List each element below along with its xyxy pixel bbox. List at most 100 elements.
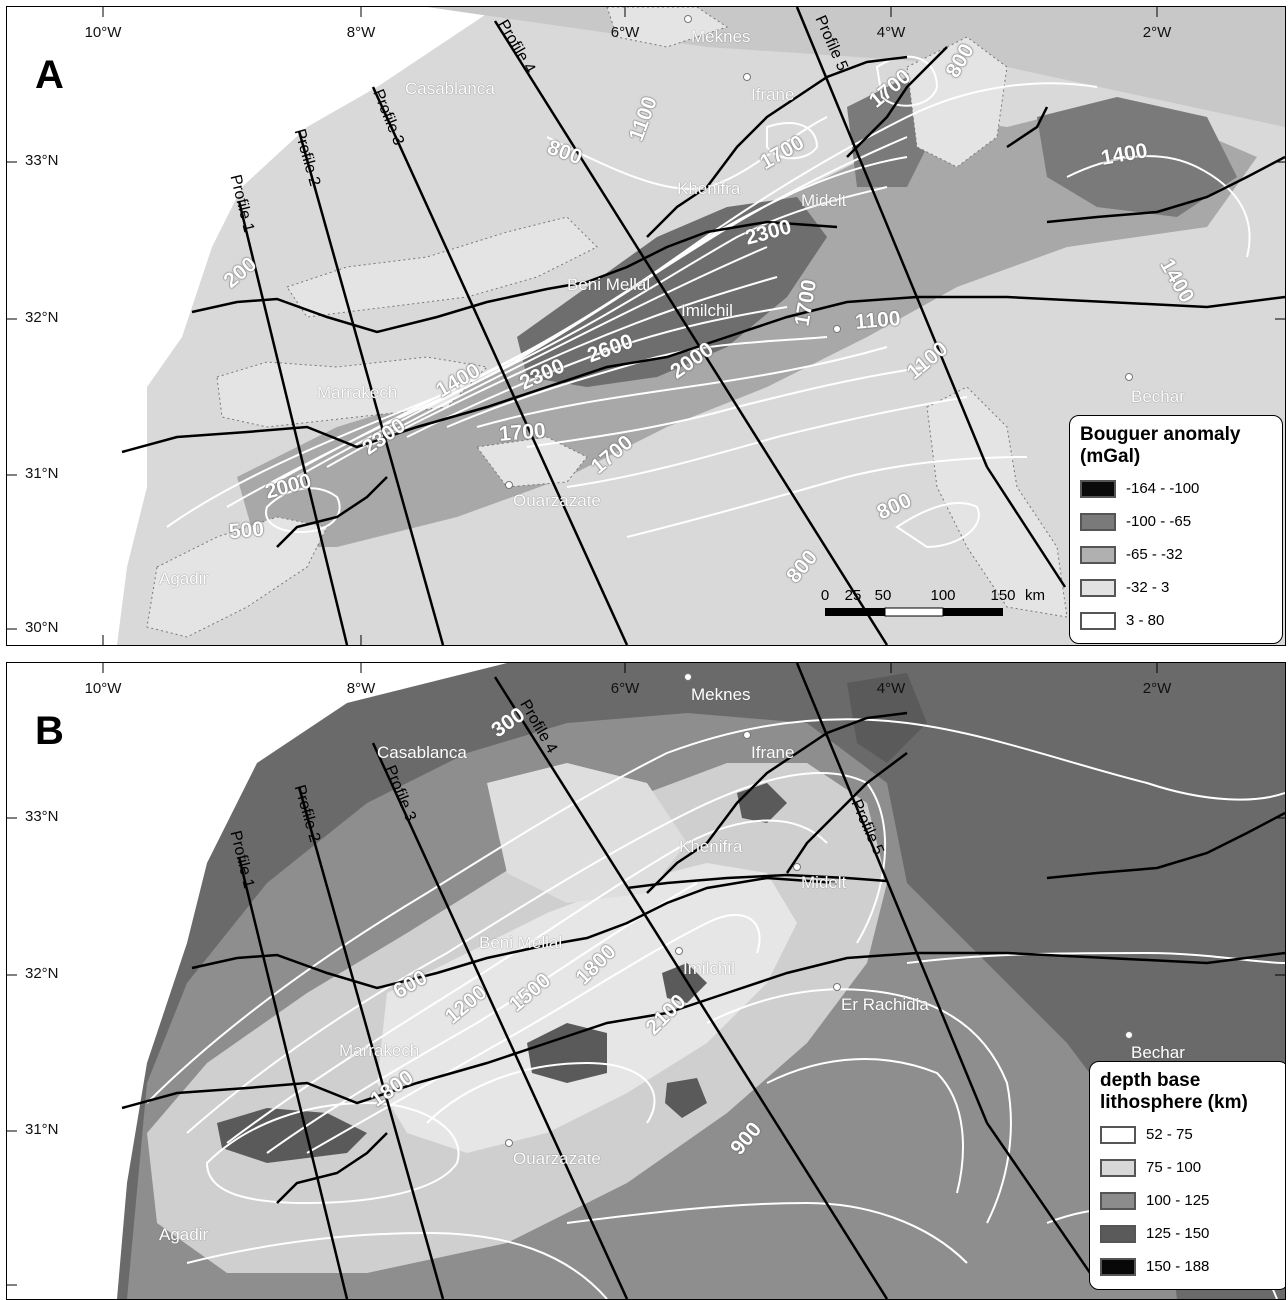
legend-label: 3 - 80 (1126, 612, 1165, 629)
scale-bar-graphic (825, 607, 1003, 617)
city-label-imilchil: Imilchil (683, 959, 735, 978)
city-label-imilchil: Imilchil (681, 301, 733, 320)
legend-row: -100 - -65 (1080, 505, 1272, 538)
lat-label-32n: 32°N (25, 309, 59, 326)
lon-label-10w: 10°W (84, 24, 122, 41)
thrust-faults (121, 46, 1285, 548)
legend-label: -100 - -65 (1126, 513, 1192, 530)
lon-label-6w: 6°W (610, 680, 640, 697)
legend-row: 125 - 150 (1100, 1217, 1278, 1250)
legend-swatch (1100, 1257, 1136, 1276)
city-dot-ouarzazate (505, 481, 513, 489)
city-dot-ouarzazate (505, 1139, 513, 1147)
lithosphere-contours (146, 718, 1285, 1299)
blob-125-150 (527, 1023, 607, 1083)
city-dot-imilchil (675, 947, 683, 955)
city-dot-midelt (793, 863, 801, 871)
basin-souss (146, 516, 328, 638)
legend-label: 52 - 75 (1146, 1126, 1193, 1143)
city-dot-bechar (1125, 373, 1133, 381)
graticule-ticks (7, 7, 1285, 645)
blob-125-150 (662, 963, 707, 1003)
bouguer-contours (166, 55, 1251, 549)
lon-label-4w: 4°W (876, 24, 906, 41)
profile-lines (237, 663, 1099, 1299)
graticule-ticks (7, 663, 1285, 1286)
city-dot-bechar (1125, 1031, 1133, 1039)
legend-label: 100 - 125 (1146, 1192, 1210, 1209)
blob-125-150 (847, 673, 927, 763)
legend-swatch (1080, 611, 1116, 630)
legend-label: 150 - 188 (1146, 1258, 1210, 1275)
city-label-ouarzazate: Ouarzazate (513, 1149, 601, 1168)
lithosphere-legend: depth base lithosphere (km) 52 - 75 75 -… (1089, 1061, 1285, 1290)
legend-swatch (1080, 479, 1116, 498)
basin-saiss (606, 7, 729, 48)
legend-swatch (1080, 578, 1116, 597)
city-label-agadir: Agadir (159, 569, 209, 588)
city-label-agadir: Agadir (159, 1225, 209, 1244)
legend-swatch (1100, 1191, 1136, 1210)
scale-label-0: 0 (820, 587, 830, 604)
city-label-er-rachidia: Er Rachidia (841, 995, 929, 1014)
city-label-ifrane: Ifrane (751, 743, 795, 762)
legend-label: 75 - 100 (1146, 1159, 1202, 1176)
scale-label-100: 100 (930, 587, 956, 604)
city-dot-ifrane (743, 73, 751, 81)
legend-row: -32 - 3 (1080, 571, 1272, 604)
city-label-khenifra: Khenifra (677, 179, 741, 198)
legend-row: 3 - 80 (1080, 604, 1272, 637)
city-label-beni-mellal: Beni Mellal (567, 275, 651, 294)
city-label-marrakech: Marrakech (339, 1041, 420, 1060)
scale-label-km: km (1025, 587, 1045, 604)
legend-label: -65 - -32 (1126, 546, 1183, 563)
legend-row: 52 - 75 (1100, 1118, 1278, 1151)
panel-a-letter: A (35, 53, 64, 97)
lon-label-4w: 4°W (876, 680, 906, 697)
lon-label-2w: 2°W (1142, 680, 1172, 697)
lon-label-8w: 8°W (346, 680, 376, 697)
city-dot-ifrane (743, 731, 751, 739)
lon-label-2w: 2°W (1142, 24, 1172, 41)
city-label-meknes: Meknes (691, 685, 751, 704)
city-label-midelt: Midelt (801, 873, 847, 892)
city-label-ouarzazate: Ouarzazate (513, 491, 601, 510)
zone-52-75 (377, 863, 797, 1153)
scale-label-50: 50 (874, 587, 892, 604)
profile-lines (237, 7, 1067, 645)
panel-b-map: B 10°W 8°W 6°W 4°W 2°W 33°N 32°N 31°N Pr… (6, 662, 1286, 1300)
city-label-meknes: Meknes (691, 27, 751, 46)
lat-label-31n: 31°N (25, 1121, 59, 1138)
lon-label-10w: 10°W (84, 680, 122, 697)
zone-75-100-north (487, 763, 687, 903)
scale-label-150: 150 (990, 587, 1016, 604)
lat-label-30n: 30°N (25, 619, 59, 636)
city-label-khenifra: Khenifra (679, 837, 743, 856)
city-label-marrakech: Marrakech (317, 383, 398, 402)
bouguer-legend-title: Bouguer anomaly (mGal) (1080, 424, 1241, 467)
lithosphere-legend-title: depth base lithosphere (km) (1100, 1070, 1248, 1113)
legend-row: -164 - -100 (1080, 472, 1272, 505)
legend-swatch (1100, 1224, 1136, 1243)
legend-row: 100 - 125 (1100, 1184, 1278, 1217)
legend-swatch (1080, 545, 1116, 564)
basin-east (926, 386, 1068, 618)
basin-tadla (286, 216, 598, 318)
city-dot-meknes (684, 15, 692, 23)
panel-b-map-canvas (7, 663, 1285, 1299)
lon-label-6w: 6°W (610, 24, 640, 41)
city-label-casablanca: Casablanca (377, 743, 467, 762)
city-dot-er-rachidia (833, 983, 841, 991)
legend-swatch (1100, 1158, 1136, 1177)
contour-label: 1100 (854, 307, 902, 334)
city-label-bechar: Bechar (1131, 387, 1185, 406)
legend-swatch (1100, 1125, 1136, 1144)
legend-label: -32 - 3 (1126, 579, 1170, 596)
contour-label: 500 (228, 517, 265, 544)
legend-row: 75 - 100 (1100, 1151, 1278, 1184)
panel-a-map: A 10°W 8°W 6°W 4°W 2°W 33°N 32°N 31°N 30… (6, 6, 1286, 646)
legend-row: -65 - -32 (1080, 538, 1272, 571)
lon-label-8w: 8°W (346, 24, 376, 41)
city-dot-meknes (684, 673, 692, 681)
lat-label-33n: 33°N (25, 152, 59, 169)
